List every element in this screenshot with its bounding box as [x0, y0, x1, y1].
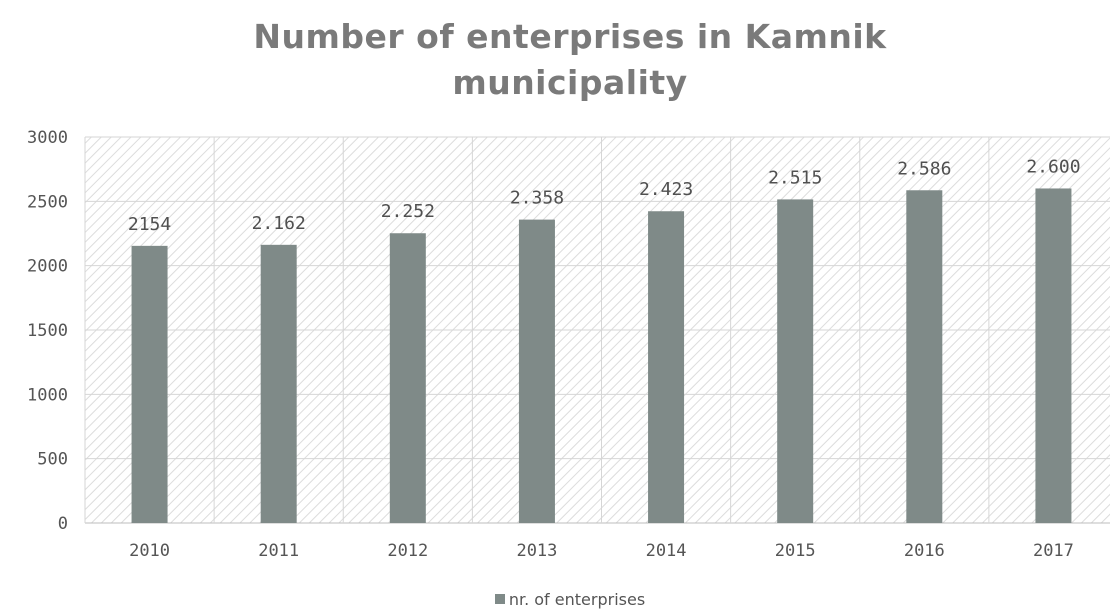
y-tick-label: 0	[58, 514, 68, 534]
data-label-2015: 2.515	[768, 167, 822, 188]
data-label-2013: 2.358	[510, 188, 564, 209]
y-tick-label: 500	[37, 450, 68, 470]
x-tick-label-2010: 2010	[129, 541, 170, 561]
x-tick-label-2016: 2016	[904, 541, 945, 561]
bar-2013	[518, 219, 555, 523]
y-tick-label: 1000	[27, 385, 68, 405]
bar-2010	[131, 245, 168, 524]
bar-2014	[648, 211, 685, 523]
x-tick-label-2015: 2015	[775, 541, 816, 561]
y-tick-label: 2000	[27, 257, 68, 277]
bar-2016	[906, 190, 943, 523]
x-tick-label-2017: 2017	[1033, 541, 1074, 561]
data-label-2014: 2.423	[639, 179, 693, 200]
gridlines	[84, 136, 1110, 524]
x-tick-label-2013: 2013	[516, 541, 557, 561]
data-label-2012: 2.252	[381, 201, 435, 222]
legend-swatch	[494, 594, 505, 604]
bar-2012	[389, 233, 426, 523]
y-tick-label: 2500	[27, 192, 68, 212]
legend-label: nr. of enterprises	[508, 590, 646, 609]
y-axis: 0 500 1000 1500 2000 2500 3000	[27, 128, 68, 534]
bar-2015	[777, 199, 814, 524]
x-tick-label-2014: 2014	[646, 541, 687, 561]
data-label-2017: 2.600	[1026, 156, 1080, 177]
bars	[131, 188, 1072, 524]
x-tick-label-2012: 2012	[387, 541, 428, 561]
legend: nr. of enterprises	[0, 589, 1110, 611]
y-tick-label: 1500	[27, 321, 68, 341]
bar-2017	[1035, 188, 1072, 523]
data-label-2016: 2.586	[897, 158, 951, 179]
data-labels: 2154 2.162 2.252 2.358 2.423 2.515 2.586 2.600	[128, 156, 1081, 234]
chart-title: Number of enterprises in Kamnik municipa…	[0, 14, 1110, 106]
x-tick-label-2011: 2011	[258, 541, 299, 561]
chart-title-line-1: Number of enterprises in Kamnik	[253, 17, 887, 56]
data-label-2011: 2.162	[252, 213, 306, 234]
bar-2011	[260, 244, 297, 523]
data-label-2010: 2154	[128, 214, 171, 235]
chart-title-line-2: municipality	[452, 63, 688, 102]
y-tick-label: 3000	[27, 128, 68, 148]
x-axis: 2010 2011 2012 2013 2014 2015 2016 2017	[129, 541, 1074, 561]
